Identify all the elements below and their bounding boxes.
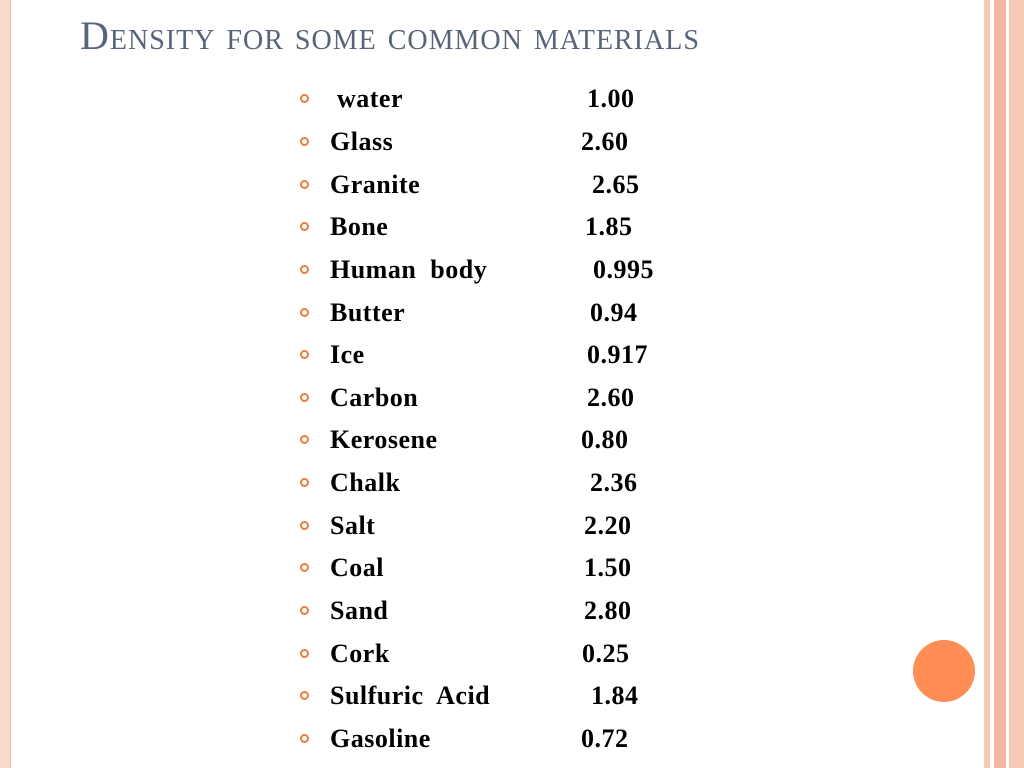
bullet-icon <box>300 691 309 701</box>
bullet-icon <box>300 264 309 274</box>
bullet-icon <box>300 648 309 658</box>
density-value: 2.80 <box>584 596 632 625</box>
material-name: Carbon <box>330 382 419 412</box>
material-name: Sulfuric Acid <box>330 681 491 711</box>
density-value: 0.995 <box>593 254 654 284</box>
bullet-icon <box>300 136 309 146</box>
material-name: Butter <box>330 297 406 327</box>
bullet-icon <box>300 733 309 743</box>
bullet-icon <box>300 392 309 402</box>
density-value: 1.00 <box>587 84 635 114</box>
left-border-decoration <box>0 0 11 768</box>
material-name: Sand <box>330 596 389 625</box>
material-name: Bone <box>330 212 389 242</box>
accent-circle <box>913 640 975 702</box>
material-name: Cork <box>330 638 390 668</box>
density-value: 2.20 <box>584 510 632 540</box>
bullet-icon <box>300 94 309 104</box>
density-value: 0.94 <box>590 297 638 327</box>
material-name: Gasoline <box>330 723 431 753</box>
material-name: Salt <box>330 510 376 540</box>
material-name: Kerosene <box>330 425 438 455</box>
right-stripe-decoration <box>978 0 1024 768</box>
density-value: 2.36 <box>590 468 638 498</box>
density-value: 1.50 <box>584 553 632 583</box>
material-name: Human body <box>330 254 488 284</box>
bullet-icon <box>300 435 309 445</box>
material-name: Ice <box>330 340 365 370</box>
material-name: Chalk <box>330 468 401 498</box>
bullet-icon <box>300 222 309 232</box>
material-name: Coal <box>330 553 384 583</box>
density-value: 2.60 <box>587 382 635 412</box>
density-value: 0.917 <box>587 340 648 370</box>
bullet-icon <box>300 520 309 530</box>
density-value: 2.65 <box>592 169 640 199</box>
density-value: 0.25 <box>582 638 630 668</box>
bullet-icon <box>300 307 309 317</box>
density-value: 0.72 <box>581 723 629 753</box>
density-value: 1.85 <box>585 212 633 242</box>
material-name: Glass <box>330 126 394 156</box>
material-name: Granite <box>330 169 421 199</box>
bullet-icon <box>300 563 309 573</box>
density-value: 1.84 <box>591 681 639 711</box>
material-name: water <box>330 84 404 114</box>
density-value: 0.80 <box>581 425 629 455</box>
bullet-icon <box>300 179 309 189</box>
bullet-icon <box>300 350 309 360</box>
density-value: 2.60 <box>581 126 629 156</box>
bullet-icon <box>300 606 309 615</box>
bullet-icon <box>300 478 309 488</box>
slide-title: Density for some common materials <box>80 13 700 58</box>
